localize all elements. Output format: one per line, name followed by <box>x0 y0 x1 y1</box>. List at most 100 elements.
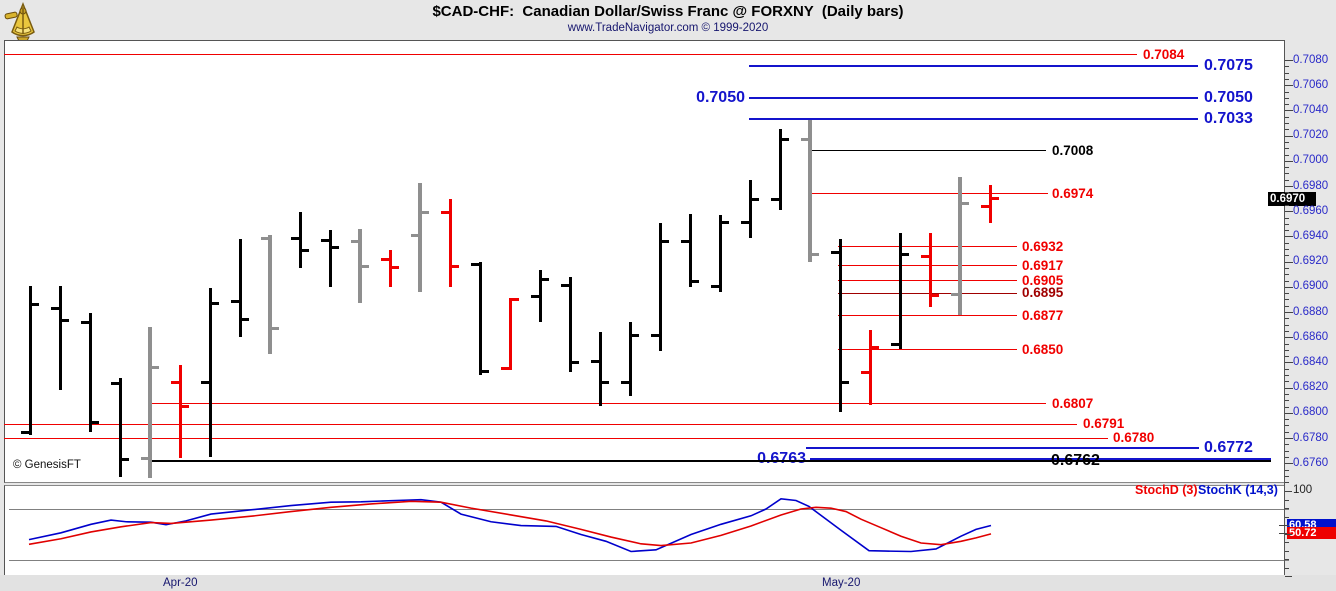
ohlc-open-tick <box>381 257 390 261</box>
ohlc-open-tick <box>171 381 180 385</box>
stochk-line <box>28 497 992 553</box>
ohlc-bar-stem <box>238 238 242 338</box>
axis-border <box>1284 40 1285 575</box>
price-axis-tick <box>1285 324 1289 326</box>
price-axis-tick <box>1285 255 1289 257</box>
price-level-label: 0.6762 <box>1051 451 1100 469</box>
ohlc-close-tick <box>450 265 459 269</box>
ohlc-open-tick <box>81 320 90 324</box>
chart-title: $CAD-CHF: Canadian Dollar/Swiss Franc @ … <box>432 3 904 20</box>
price-axis-tick <box>1285 362 1293 364</box>
ohlc-bar-stem <box>718 214 722 292</box>
ohlc-close-tick <box>60 319 69 323</box>
ohlc-close-tick <box>720 221 729 225</box>
ohlc-close-tick <box>330 246 339 250</box>
ohlc-open-tick <box>471 262 480 266</box>
price-level-label: 0.6974 <box>1052 185 1094 201</box>
ohlc-close-tick <box>660 239 669 243</box>
price-level-line-0.7033 <box>749 118 1198 121</box>
price-level-label: 0.6895 <box>1022 285 1064 301</box>
stoch-axis-tick <box>1285 533 1292 535</box>
date-axis-label-Apr-20: Apr-20 <box>163 577 198 589</box>
ohlc-bar-stem <box>418 183 422 292</box>
price-level-line-0.6905 <box>838 280 1017 281</box>
ohlc-bar-stem <box>628 322 632 397</box>
ohlc-open-tick <box>621 381 630 385</box>
ohlc-open-tick <box>561 284 570 288</box>
stoch-axis-tick <box>1285 576 1292 577</box>
price-axis-tick <box>1285 72 1289 74</box>
ohlc-bar-stem <box>178 364 182 459</box>
price-level-line-0.6772 <box>806 447 1199 450</box>
ohlc-open-tick <box>411 233 420 237</box>
ohlc-bar-stem <box>88 313 92 432</box>
ohlc-bar-stem <box>268 235 272 354</box>
ohlc-bar-stem <box>658 222 662 352</box>
ohlc-close-tick <box>390 266 399 270</box>
ohlc-open-tick <box>891 343 900 347</box>
stoch-gridline-80 <box>9 509 1289 510</box>
price-axis-tick <box>1285 406 1289 408</box>
price-axis-tick <box>1285 274 1289 276</box>
price-axis-tick <box>1285 236 1293 238</box>
price-axis-tick <box>1285 160 1293 162</box>
ohlc-open-tick <box>951 292 960 296</box>
price-axis-tick <box>1285 148 1289 150</box>
ohlc-close-tick <box>150 365 159 369</box>
ohlc-bar-stem <box>778 129 782 210</box>
price-level-label: 0.7008 <box>1052 142 1094 158</box>
ohlc-bar-stem <box>538 270 542 323</box>
ohlc-bar-stem <box>28 285 32 436</box>
ohlc-open-tick <box>231 300 240 304</box>
price-axis-tick <box>1285 343 1289 345</box>
price-axis-label: 0.6880 <box>1293 305 1329 318</box>
ohlc-open-tick <box>261 237 270 241</box>
ohlc-close-tick <box>810 252 819 256</box>
price-level-label: 0.7033 <box>1204 110 1253 128</box>
price-axis-tick <box>1285 482 1289 484</box>
price-chart-panel[interactable]: © GenesisFT <box>4 40 1285 483</box>
ohlc-open-tick <box>591 359 600 363</box>
price-axis-tick <box>1285 375 1289 376</box>
ohlc-bar-stem <box>508 298 512 370</box>
ohlc-close-tick <box>480 369 489 373</box>
price-level-line-0.6780 <box>4 437 1108 439</box>
price-axis-label: 0.6980 <box>1293 179 1329 192</box>
ohlc-bar-stem <box>898 232 902 349</box>
price-axis-label: 0.7080 <box>1293 53 1329 66</box>
chart-subtitle: www.TradeNavigator.com © 1999-2020 <box>567 22 769 34</box>
ohlc-bar-stem <box>208 288 212 457</box>
price-axis-tick <box>1285 204 1289 206</box>
price-axis-tick <box>1285 318 1289 320</box>
price-level-line-0.6917 <box>838 264 1017 266</box>
stochd-line <box>28 500 992 547</box>
ohlc-bar-stem <box>598 332 602 407</box>
ohlc-open-tick <box>111 382 120 386</box>
price-level-label: 0.6905 <box>1022 272 1064 288</box>
price-level-line-0.6877 <box>838 315 1017 317</box>
ohlc-bar-stem <box>688 213 692 287</box>
price-axis-tick <box>1285 312 1293 313</box>
price-axis-label: 0.6820 <box>1293 381 1329 394</box>
genesis-watermark: © GenesisFT <box>13 459 81 471</box>
ohlc-open-tick <box>51 306 60 310</box>
ohlc-close-tick <box>990 197 999 201</box>
ohlc-open-tick <box>981 204 990 208</box>
stochastic-panel[interactable] <box>4 485 1289 576</box>
stochk-legend-label: StochK (14,3) <box>1198 483 1278 497</box>
price-axis-label: 0.7040 <box>1293 103 1329 116</box>
price-axis-label: 0.6860 <box>1293 330 1329 343</box>
ohlc-open-tick <box>801 137 810 141</box>
ohlc-close-tick <box>690 280 699 284</box>
stoch-axis-tick <box>1285 525 1289 526</box>
ohlc-open-tick <box>141 456 150 460</box>
price-level-line-0.6850 <box>838 349 1017 351</box>
stoch-axis-tick <box>1285 516 1289 518</box>
price-level-label: 0.6807 <box>1052 396 1094 412</box>
price-axis-tick <box>1285 167 1289 169</box>
price-axis-tick <box>1285 337 1293 339</box>
price-axis-label: 0.7060 <box>1293 78 1329 91</box>
price-axis-tick <box>1285 393 1289 395</box>
price-axis-tick <box>1285 66 1289 68</box>
price-axis-tick <box>1285 349 1289 351</box>
